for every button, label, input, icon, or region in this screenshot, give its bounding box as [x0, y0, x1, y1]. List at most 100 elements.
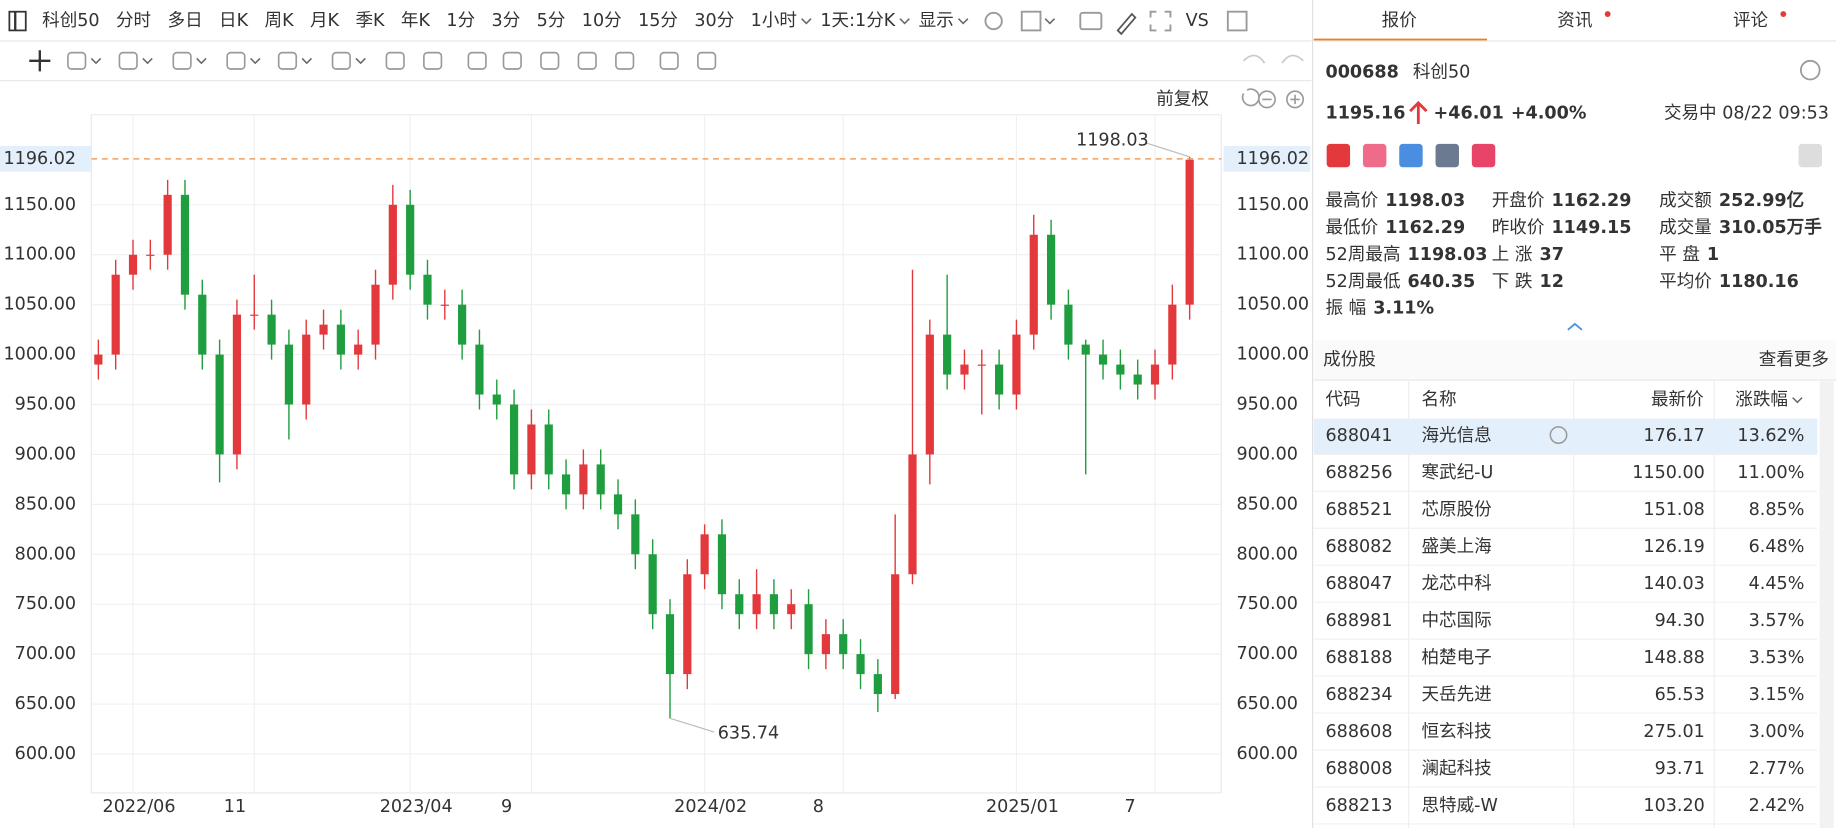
move-tool[interactable] — [29, 50, 51, 72]
period-tab[interactable]: 1小时 — [751, 11, 797, 31]
draw-tool[interactable] — [67, 51, 87, 70]
redo-icon[interactable] — [1281, 54, 1304, 64]
period-tab[interactable]: 3分 — [492, 11, 521, 31]
undo-icon[interactable] — [1242, 54, 1266, 64]
panel-tab[interactable]: 评论 — [1733, 11, 1769, 31]
draw-tool[interactable] — [277, 51, 298, 70]
sidebar-icon[interactable] — [8, 10, 27, 32]
draw-tool[interactable] — [540, 51, 560, 70]
table-cell[interactable]: 140.03 — [1643, 574, 1704, 594]
period-tab[interactable]: 日K — [219, 11, 249, 31]
camera-icon[interactable] — [1079, 11, 1103, 31]
draw-tool[interactable] — [331, 51, 351, 70]
table-cell[interactable]: 恒玄科技 — [1421, 722, 1491, 742]
period-tab[interactable]: 周K — [265, 11, 295, 31]
table-cell[interactable]: 3.15% — [1749, 685, 1805, 705]
more-link[interactable]: 查看更多 — [1759, 350, 1829, 370]
period-tab[interactable]: 年K — [401, 11, 431, 31]
column-header[interactable]: 最新价 — [1651, 390, 1704, 410]
period-tab[interactable]: 分时 — [116, 11, 151, 31]
table-cell[interactable]: 4.45% — [1749, 574, 1805, 594]
table-cell[interactable]: 3.57% — [1749, 611, 1805, 631]
compare-button[interactable]: VS — [1186, 11, 1209, 31]
table-cell[interactable]: 1150.00 — [1632, 463, 1705, 483]
draw-tool[interactable] — [697, 51, 717, 70]
table-cell[interactable]: 688041 — [1325, 426, 1392, 446]
draw-tool[interactable] — [385, 51, 405, 70]
table-cell[interactable]: 海光信息 — [1421, 426, 1491, 446]
period-tab[interactable]: 15分 — [638, 11, 678, 31]
table-cell[interactable]: 盛美上海 — [1421, 537, 1491, 557]
draw-tool[interactable] — [577, 51, 597, 70]
draw-tool[interactable] — [423, 51, 443, 70]
adjust-mode[interactable]: 前复权 — [1156, 89, 1209, 109]
alert-icon[interactable] — [1798, 143, 1822, 168]
table-cell[interactable]: 2.77% — [1749, 759, 1805, 779]
table-cell[interactable]: 3.00% — [1749, 722, 1805, 742]
table-cell[interactable]: 寒武纪-U — [1421, 463, 1493, 483]
table-cell[interactable]: 688256 — [1325, 463, 1392, 483]
period-tab[interactable]: 月K — [310, 11, 340, 31]
table-cell[interactable]: 275.01 — [1643, 722, 1704, 742]
draw-tool[interactable] — [659, 51, 679, 70]
table-cell[interactable]: 龙芯中科 — [1421, 574, 1491, 594]
table-cell[interactable]: 2.42% — [1749, 796, 1805, 816]
table-cell[interactable]: 94.30 — [1655, 611, 1705, 631]
table-cell[interactable]: 13.62% — [1737, 426, 1804, 446]
period-tab[interactable]: 1分 — [446, 11, 475, 31]
table-cell[interactable]: 688981 — [1325, 611, 1392, 631]
table-cell[interactable]: 柏楚电子 — [1421, 648, 1491, 668]
draw-tool[interactable] — [502, 51, 522, 70]
layout-icon[interactable] — [1020, 10, 1042, 32]
draw-tool[interactable] — [118, 51, 138, 70]
period-tab[interactable]: 10分 — [582, 11, 622, 31]
draw-tool[interactable] — [615, 51, 635, 70]
period-tab[interactable]: 30分 — [694, 11, 734, 31]
table-cell[interactable]: 8.85% — [1749, 500, 1805, 520]
collapse-icon[interactable] — [1567, 322, 1583, 331]
badge-icon[interactable] — [1362, 143, 1387, 168]
period-tab[interactable]: 多日 — [168, 11, 203, 31]
table-cell[interactable]: 126.19 — [1643, 537, 1704, 557]
zoom-in[interactable] — [1286, 90, 1305, 109]
table-cell[interactable]: 688008 — [1325, 759, 1392, 779]
pencil-icon[interactable] — [1116, 12, 1137, 36]
table-cell[interactable]: 176.17 — [1643, 426, 1704, 446]
draw-tool[interactable] — [172, 51, 192, 70]
table-cell[interactable]: 688521 — [1325, 500, 1392, 520]
table-cell[interactable]: 688234 — [1325, 685, 1392, 705]
table-cell[interactable]: 6.48% — [1749, 537, 1805, 557]
badge-icon[interactable] — [1326, 143, 1351, 168]
settings-icon[interactable] — [984, 11, 1003, 31]
badge-icon[interactable] — [1435, 143, 1459, 168]
table-cell[interactable]: 思特威-W — [1421, 796, 1497, 816]
badge-icon[interactable] — [1471, 143, 1496, 168]
table-cell[interactable]: 芯原股份 — [1421, 500, 1492, 520]
column-header[interactable]: 涨跌幅 — [1735, 390, 1788, 410]
period-tab[interactable]: 季K — [355, 11, 385, 31]
settings-icon[interactable] — [1799, 59, 1821, 81]
table-cell[interactable]: 3.53% — [1749, 648, 1805, 668]
table-cell[interactable]: 中芯国际 — [1421, 611, 1491, 631]
table-cell[interactable]: 151.08 — [1643, 500, 1704, 520]
reset-icon[interactable] — [1241, 88, 1260, 107]
fullscreen-icon[interactable] — [1149, 10, 1172, 32]
watch-icon[interactable] — [1549, 426, 1568, 444]
period-tab[interactable]: 5分 — [537, 11, 566, 31]
zoom-out[interactable] — [1257, 90, 1276, 109]
panel-tab[interactable]: 报价 — [1382, 11, 1418, 31]
table-cell[interactable]: 93.71 — [1655, 759, 1705, 779]
draw-tool[interactable] — [226, 51, 246, 70]
period-tab[interactable]: 1天:1分K — [820, 11, 895, 31]
table-cell[interactable]: 148.88 — [1643, 648, 1704, 668]
table-cell[interactable]: 65.53 — [1655, 685, 1705, 705]
panel-tab[interactable]: 资讯 — [1557, 11, 1592, 31]
table-cell[interactable]: 688213 — [1325, 796, 1392, 816]
table-cell[interactable]: 688082 — [1325, 537, 1392, 557]
table-cell[interactable]: 澜起科技 — [1421, 759, 1491, 779]
table-cell[interactable]: 11.00% — [1737, 463, 1804, 483]
table-cell[interactable]: 688047 — [1325, 574, 1392, 594]
table-cell[interactable]: 103.20 — [1643, 796, 1704, 816]
draw-tool[interactable] — [467, 51, 487, 70]
table-cell[interactable]: 天岳先进 — [1421, 685, 1491, 705]
